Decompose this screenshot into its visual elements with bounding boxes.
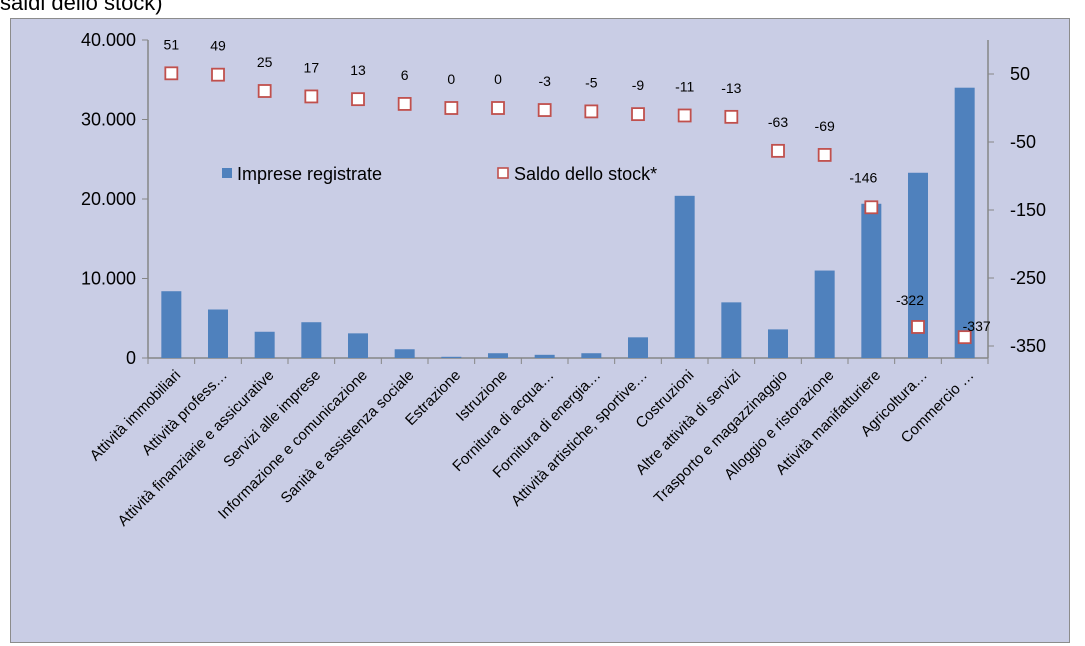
right-tick-label: 50	[1010, 64, 1030, 84]
bar	[768, 329, 788, 358]
saldo-marker	[257, 84, 272, 98]
data-label: 17	[304, 59, 320, 75]
bar	[208, 309, 228, 358]
saldo-marker	[864, 200, 879, 215]
legend-swatch-marker	[497, 167, 509, 179]
legend-label-bar: Imprese registrate	[237, 164, 382, 184]
category-label: Attività profess…	[139, 367, 231, 459]
saldo-marker	[817, 148, 832, 162]
right-tick-label: -150	[1010, 200, 1046, 220]
saldo-marker	[537, 103, 552, 117]
right-axis-ticks: 50 -50 -150 -250 -350	[988, 64, 1046, 356]
saldo-marker	[351, 92, 365, 107]
data-label: -146	[849, 169, 877, 185]
saldo-marker	[631, 107, 645, 122]
legend: Imprese registrate Saldo dello stock*	[222, 164, 657, 184]
saldo-marker	[677, 108, 692, 123]
saldo-marker	[584, 104, 599, 119]
saldo-marker	[164, 66, 179, 81]
saldo-marker	[444, 101, 459, 115]
data-labels: 51 49 25 17 13 6 0 0 -3 -5 -9 -11 -13 -63 -69 -146 -322 -…	[164, 36, 991, 334]
data-label: 51	[164, 36, 180, 52]
data-label: 25	[257, 54, 273, 70]
right-tick-label: -350	[1010, 336, 1046, 356]
data-label: -322	[896, 292, 924, 308]
bar	[161, 291, 182, 358]
bar	[488, 353, 508, 358]
bar	[301, 322, 322, 358]
saldo-marker	[911, 320, 925, 334]
chart-area	[10, 18, 1070, 643]
data-label: -13	[721, 80, 741, 96]
data-label: 13	[350, 62, 366, 78]
data-label: 6	[401, 67, 409, 83]
bar	[628, 337, 648, 358]
data-label: -69	[815, 118, 835, 134]
saldo-marker	[304, 89, 319, 104]
data-label: 0	[447, 71, 455, 87]
data-label: -5	[585, 74, 598, 90]
bar	[441, 356, 462, 358]
data-label: 0	[494, 71, 502, 87]
saldo-marker	[397, 97, 412, 111]
bar	[721, 302, 742, 358]
legend-label-marker: Saldo dello stock*	[514, 164, 657, 184]
bar	[534, 354, 555, 358]
left-axis-ticks: 0 10.000 20.000 30.000 40.000	[81, 30, 148, 368]
bar	[394, 349, 415, 358]
data-label: -11	[675, 78, 694, 94]
left-tick-label: 30.000	[81, 110, 136, 130]
left-tick-label: 20.000	[81, 189, 136, 209]
saldo-marker	[211, 67, 225, 82]
data-label: -63	[768, 114, 788, 130]
marker-series-saldo-dello-stock	[164, 66, 972, 345]
bar	[908, 172, 928, 358]
bar	[254, 331, 275, 358]
data-label: -337	[963, 318, 991, 334]
bar	[861, 203, 882, 358]
saldo-marker	[491, 101, 505, 115]
data-label: -3	[538, 73, 551, 89]
saldo-marker	[724, 109, 739, 124]
saldo-marker	[957, 330, 972, 345]
bar	[814, 270, 835, 358]
saldo-marker	[771, 143, 785, 158]
left-tick-label: 10.000	[81, 269, 136, 289]
right-tick-label: -50	[1010, 132, 1036, 152]
bar	[581, 353, 602, 358]
bar-series-imprese-registrate	[161, 87, 975, 358]
left-tick-label: 40.000	[81, 30, 136, 50]
chart-caption: saldi dello stock)	[0, 0, 163, 15]
legend-swatch-bar	[222, 168, 232, 178]
bar	[674, 195, 695, 358]
data-label: 49	[210, 38, 226, 54]
data-label: -9	[632, 77, 645, 93]
right-tick-label: -250	[1010, 268, 1046, 288]
left-tick-label: 0	[126, 348, 136, 368]
bar	[954, 87, 975, 358]
bar	[348, 333, 368, 358]
